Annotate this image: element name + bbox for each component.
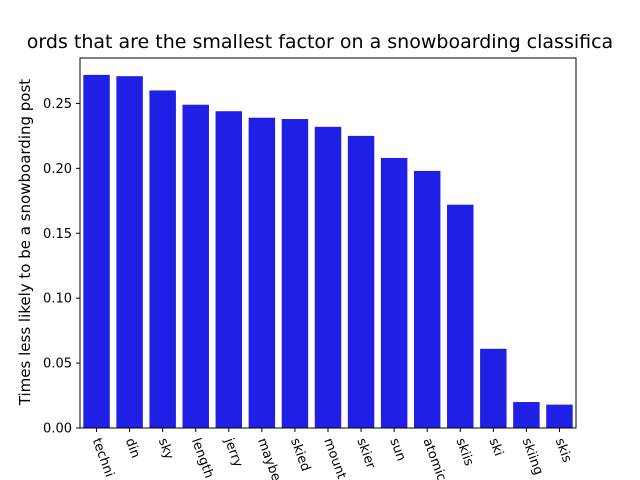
x-tick-label: din (122, 436, 143, 460)
x-tick-label: skied (287, 436, 313, 473)
x-tick-label: atomic (419, 436, 448, 480)
bar-skiing (513, 402, 540, 428)
x-tick-label: sun (386, 436, 408, 463)
y-tick-label: 0.05 (43, 357, 72, 372)
bar-length (182, 104, 209, 428)
y-tick-label: 0.10 (43, 292, 72, 307)
bar-mount (314, 126, 342, 429)
x-axis: techni din sky length jerry maybe skied mount sk… (89, 428, 575, 480)
x-tick-label: ski (486, 436, 506, 458)
bar-jerry (215, 111, 243, 428)
x-tick-label: sky (155, 436, 177, 462)
bar-skis (546, 404, 573, 428)
plot-frame (79, 57, 577, 429)
bar-atomic (413, 170, 441, 428)
bar-skied (281, 119, 309, 428)
bar-sun (380, 157, 408, 428)
x-tick-label: mount (320, 436, 349, 480)
x-tick-label: maybe (254, 436, 283, 480)
bar-ski (480, 348, 507, 428)
x-tick-label: skier (353, 436, 378, 471)
chart-title: ords that are the smallest factor on a s… (27, 31, 613, 53)
x-tick-label: skis (552, 436, 575, 465)
bar-skier (347, 135, 375, 429)
bar-maybe (248, 117, 276, 428)
y-tick-label: 0.15 (43, 227, 72, 242)
x-tick-label: jerry (221, 435, 246, 469)
bar-skiis (447, 204, 474, 428)
bars (83, 74, 573, 429)
y-tick-label: 0.20 (43, 162, 72, 177)
x-tick-label: length (188, 436, 216, 480)
y-tick-label: 0.25 (43, 97, 72, 112)
bar-din (116, 76, 143, 428)
bar-sky (149, 90, 176, 428)
y-axis: 0.00 0.05 0.10 0.15 0.20 0.25 (43, 97, 80, 437)
y-axis-title: Times less likely to be a snowboarding p… (16, 79, 34, 406)
y-tick-label: 0.00 (43, 422, 72, 437)
x-tick-label: techni (89, 436, 117, 479)
x-tick-label: skiing (519, 436, 546, 477)
bar-techni (83, 74, 110, 428)
x-tick-label: skiis (453, 436, 477, 468)
